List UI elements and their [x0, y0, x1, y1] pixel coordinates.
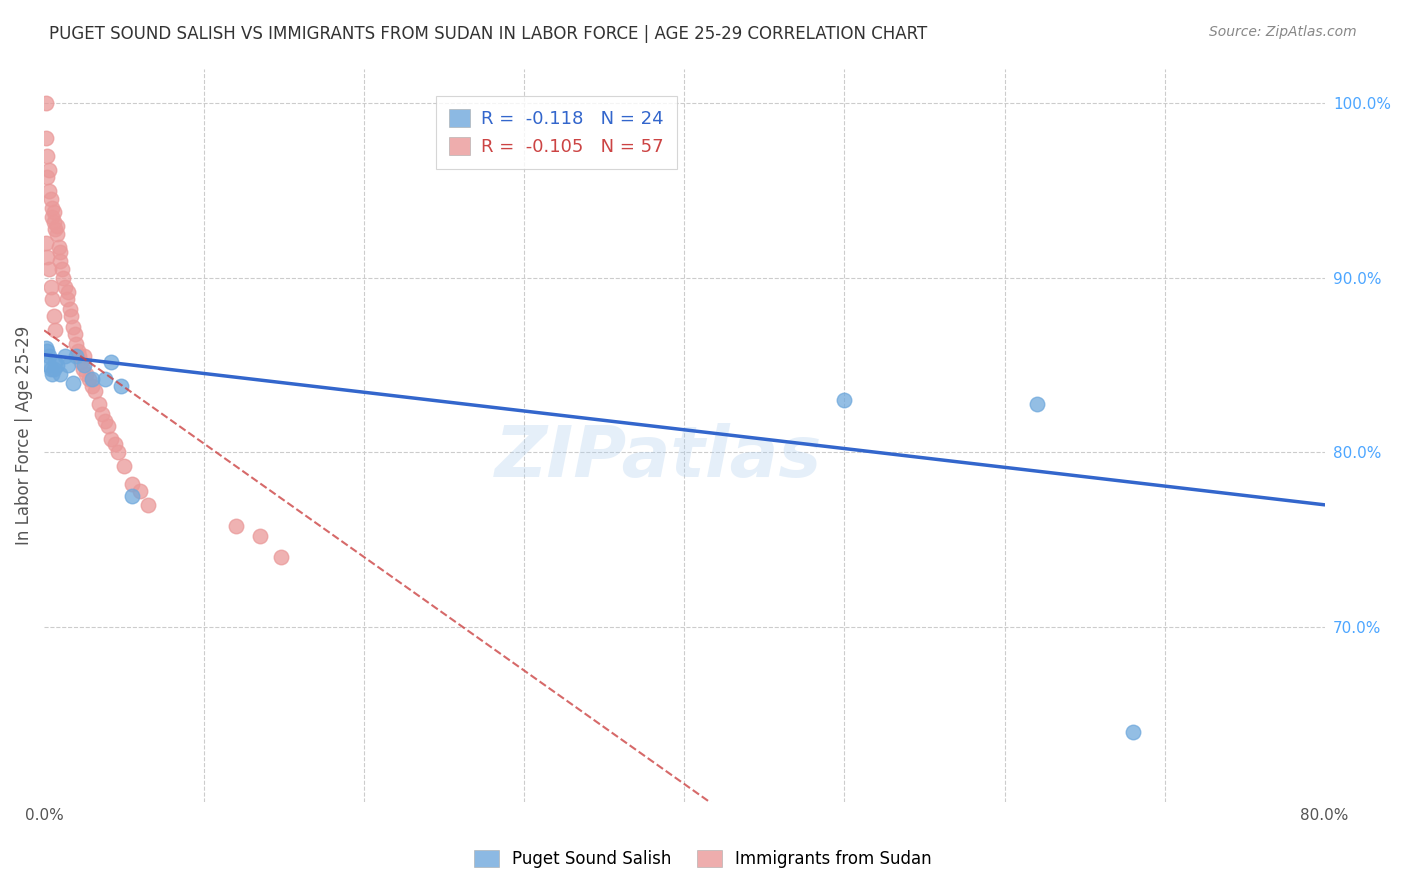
Point: [270, 550, 292, 565]
Point: [60, 310, 83, 324]
Legend: R =  -0.118   N = 24, R =  -0.105   N = 57: R = -0.118 N = 24, R = -0.105 N = 57: [436, 95, 676, 169]
Point: [44, 222, 66, 236]
Point: [87, 396, 110, 410]
Point: [73, 358, 96, 372]
Point: [90, 407, 112, 421]
Point: [121, 489, 143, 503]
Point: [1122, 724, 1144, 739]
Text: Source: ZipAtlas.com: Source: ZipAtlas.com: [1209, 25, 1357, 39]
Text: PUGET SOUND SALISH VS IMMIGRANTS FROM SUDAN IN LABOR FORCE | AGE 25-29 CORRELATI: PUGET SOUND SALISH VS IMMIGRANTS FROM SU…: [49, 25, 928, 43]
Point: [49, 253, 72, 268]
Point: [100, 355, 122, 369]
Point: [39, 193, 62, 207]
Point: [129, 483, 152, 498]
Point: [49, 244, 72, 259]
Point: [66, 344, 89, 359]
Point: [121, 476, 143, 491]
Point: [70, 355, 93, 369]
Point: [53, 279, 76, 293]
Legend: Puget Sound Salish, Immigrants from Sudan: Puget Sound Salish, Immigrants from Suda…: [468, 843, 938, 875]
Point: [38, 162, 60, 177]
Point: [103, 436, 125, 450]
Point: [94, 372, 117, 386]
Point: [56, 358, 79, 372]
Point: [56, 285, 79, 299]
Point: [37, 149, 59, 163]
Point: [107, 445, 129, 459]
Point: [39, 361, 62, 376]
Point: [65, 337, 87, 351]
Y-axis label: In Labor Force | Age 25-29: In Labor Force | Age 25-29: [15, 326, 32, 545]
Point: [48, 239, 70, 253]
Point: [59, 302, 82, 317]
Point: [37, 250, 59, 264]
Point: [38, 358, 60, 372]
Point: [62, 376, 84, 390]
Point: [55, 292, 77, 306]
Point: [77, 372, 100, 386]
Point: [35, 341, 58, 355]
Point: [73, 350, 96, 364]
Point: [82, 379, 104, 393]
Point: [41, 201, 63, 215]
Point: [225, 518, 247, 533]
Point: [75, 367, 97, 381]
Point: [100, 432, 122, 446]
Point: [38, 184, 60, 198]
Point: [38, 262, 60, 277]
Point: [110, 379, 132, 393]
Point: [42, 215, 65, 229]
Point: [67, 350, 90, 364]
Point: [44, 355, 66, 369]
Point: [249, 529, 271, 543]
Point: [38, 350, 60, 364]
Point: [82, 372, 104, 386]
Point: [35, 131, 58, 145]
Point: [62, 319, 84, 334]
Point: [41, 367, 63, 381]
Point: [53, 350, 76, 364]
Point: [112, 459, 135, 474]
Point: [35, 96, 58, 111]
Point: [42, 361, 65, 376]
Point: [1025, 396, 1047, 410]
Point: [84, 384, 107, 399]
Point: [94, 414, 117, 428]
Point: [52, 271, 75, 285]
Point: [44, 323, 66, 337]
Point: [42, 204, 65, 219]
Point: [65, 350, 87, 364]
Point: [45, 358, 67, 372]
Point: [37, 169, 59, 184]
Point: [37, 344, 59, 359]
Point: [45, 227, 67, 242]
Point: [42, 310, 65, 324]
Point: [41, 210, 63, 224]
Point: [41, 292, 63, 306]
Text: ZIPatlas: ZIPatlas: [495, 423, 823, 491]
Point: [45, 219, 67, 233]
Point: [72, 361, 94, 376]
Point: [97, 419, 120, 434]
Point: [63, 326, 86, 341]
Point: [834, 393, 856, 408]
Point: [51, 262, 73, 277]
Point: [136, 498, 159, 512]
Point: [39, 279, 62, 293]
Point: [49, 367, 72, 381]
Point: [35, 235, 58, 250]
